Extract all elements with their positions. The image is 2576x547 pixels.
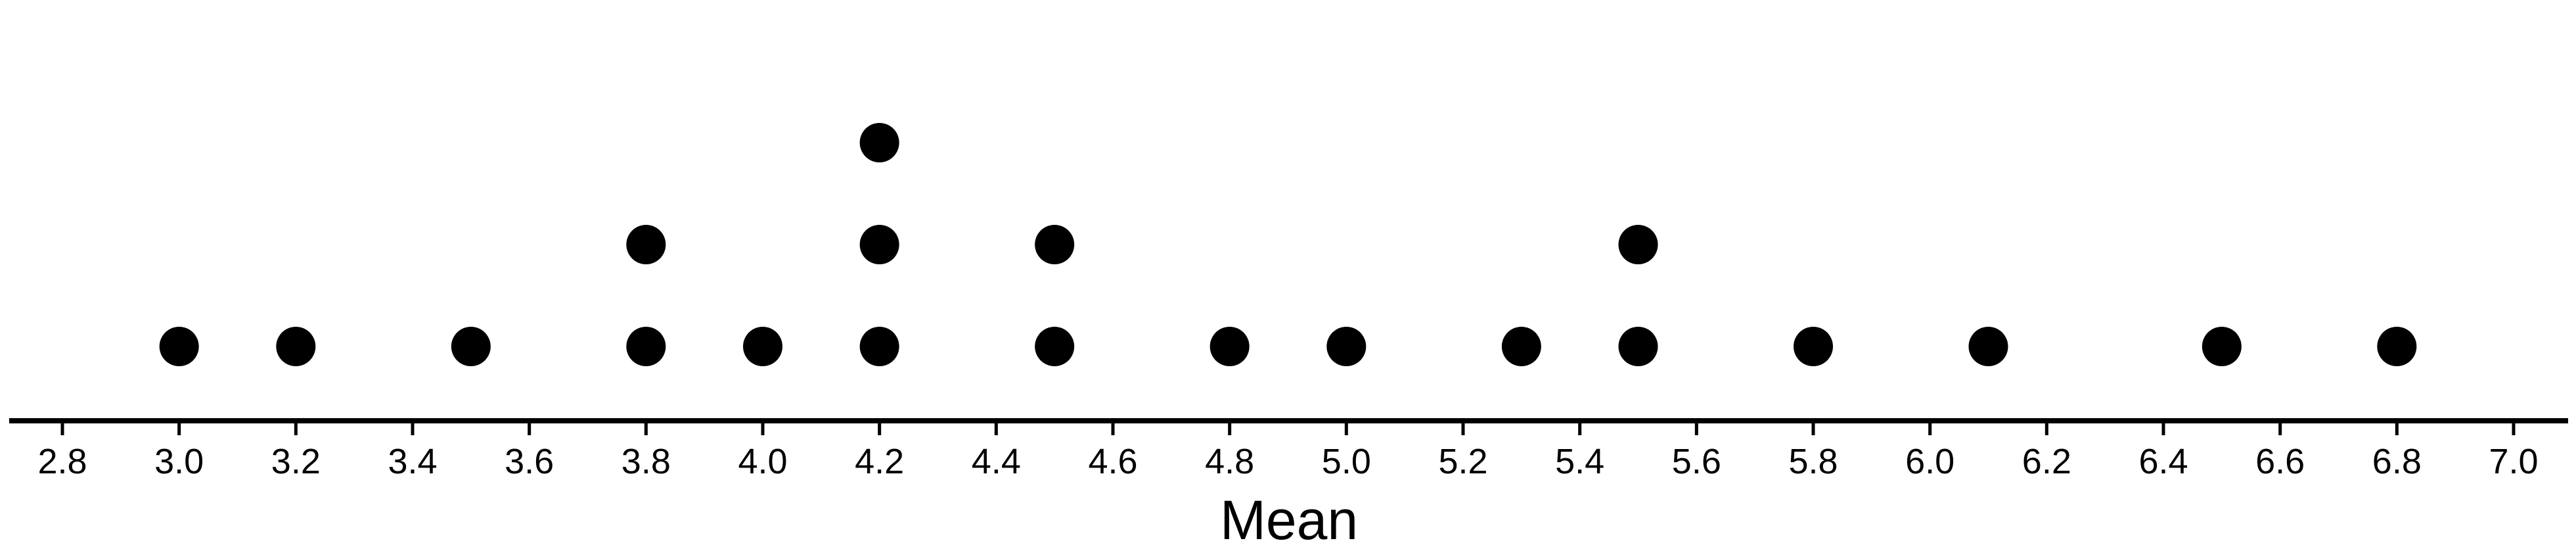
x-tick-label-3-8: 3.8 [621, 442, 671, 481]
data-dot-6-1-1 [1968, 327, 2008, 366]
data-dot-4-5-2 [1035, 225, 1075, 264]
x-tick-label-6-6: 6.6 [2255, 442, 2305, 481]
x-tick-label-5-4: 5.4 [1555, 442, 1604, 481]
x-tick-labels: 2.8 3.0 3.2 3.4 3.6 3.8 4.0 4.2 4.4 4.6 4.8 5.0 5.2 5… [37, 442, 2538, 481]
x-axis [9, 418, 2568, 435]
x-tick-label-5-0: 5.0 [1322, 442, 1371, 481]
data-dot-5-8-1 [1794, 327, 1833, 366]
data-dot-3-5-1 [451, 327, 491, 366]
data-dot-4-5-1 [1035, 327, 1075, 366]
data-dot-3-2-1 [276, 327, 316, 366]
x-tick-label-4-4: 4.4 [972, 442, 1021, 481]
data-dot-3-8-2 [626, 225, 666, 264]
x-tick-label-6-4: 6.4 [2138, 442, 2188, 481]
x-tick-label-5-6: 5.6 [1672, 442, 1721, 481]
data-dot-5-3-1 [1501, 327, 1541, 366]
x-tick-label-4-6: 4.6 [1088, 442, 1137, 481]
data-dot-6-8-1 [2377, 327, 2417, 366]
x-tick-label-5-2: 5.2 [1438, 442, 1487, 481]
x-tick-label-4-0: 4.0 [738, 442, 787, 481]
data-dot-5-5-1 [1618, 327, 1658, 366]
x-tick-label-5-8: 5.8 [1788, 442, 1838, 481]
data-dot-4-2-3 [859, 123, 899, 162]
x-axis-title: Mean [1220, 489, 1358, 547]
x-tick-label-3-0: 3.0 [154, 442, 204, 481]
x-tick-label-3-2: 3.2 [271, 442, 321, 481]
x-tick-label-3-6: 3.6 [505, 442, 554, 481]
data-dot-6-5-1 [2202, 327, 2242, 366]
x-tick-label-6-8: 6.8 [2372, 442, 2422, 481]
data-dot-4-8-1 [1209, 327, 1250, 366]
data-dot-3-8-1 [626, 327, 666, 366]
x-tick-label-4-8: 4.8 [1205, 442, 1254, 481]
data-dot-5-5-2 [1618, 225, 1658, 264]
x-tick-label-7-0: 7.0 [2489, 442, 2538, 481]
data-dot-3-1 [159, 327, 199, 366]
x-tick-label-6-2: 6.2 [2022, 442, 2071, 481]
data-dot-5-1 [1326, 327, 1367, 366]
x-tick-label-3-4: 3.4 [388, 442, 437, 481]
x-tick-label-2-8: 2.8 [37, 442, 87, 481]
dots-layer [159, 123, 2417, 366]
data-dot-4-2-1 [859, 327, 899, 366]
x-tick-label-6-0: 6.0 [1905, 442, 1955, 481]
data-dot-4-1 [743, 327, 782, 366]
x-tick-label-4-2: 4.2 [855, 442, 904, 481]
data-dot-4-2-2 [859, 225, 899, 264]
